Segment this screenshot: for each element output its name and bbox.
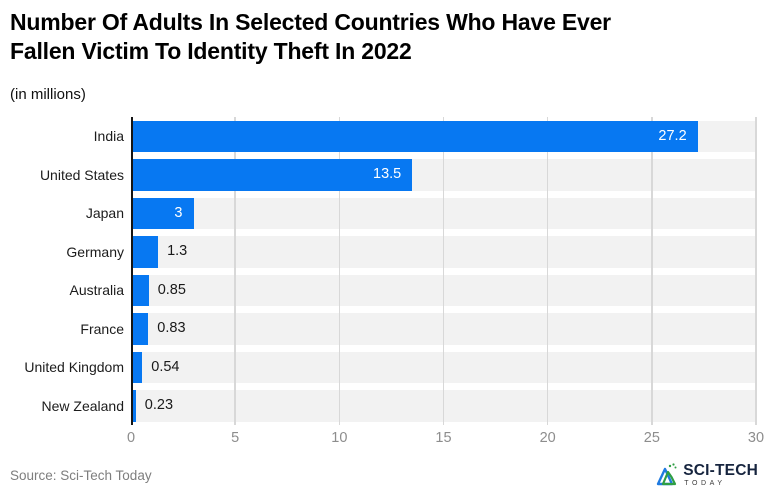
bar: [131, 159, 413, 191]
x-tick-label: 15: [435, 430, 452, 446]
bar-value-label: 1.3: [167, 243, 188, 259]
category-label: Australia: [69, 282, 124, 298]
gridline: [234, 117, 236, 425]
bar-chart: India United States Japan Germany Australia F…: [0, 117, 767, 463]
category-label: India: [93, 128, 124, 144]
brand-name: SCI-TECH: [683, 461, 758, 479]
category-label: United States: [39, 166, 124, 183]
bar: [131, 390, 136, 422]
bar: [131, 274, 149, 306]
brand-logo: SCI-TECH TODAY: [655, 462, 758, 487]
category-label: New Zealand: [41, 397, 125, 414]
bar-value-label: 3: [174, 204, 183, 221]
source-text: Source: Sci-Tech Today: [10, 468, 152, 483]
page-subtitle: (in millions): [10, 86, 86, 103]
category-label: France: [80, 320, 124, 337]
gridline: [755, 117, 757, 425]
category-label: Japan: [85, 205, 124, 221]
bar: [131, 120, 698, 152]
brand-subtext: TODAY: [684, 479, 726, 487]
gridline: [651, 117, 653, 425]
bar-value-label: 0.54: [151, 358, 180, 375]
y-axis-line: [131, 117, 133, 425]
x-tick-label: 25: [643, 430, 660, 446]
page-title: Number Of Adults In Selected Countries W…: [10, 8, 760, 66]
bar: [131, 236, 159, 268]
gridline: [546, 117, 549, 425]
bar-value-label: 13.5: [373, 166, 402, 182]
x-tick-label: 5: [231, 430, 240, 446]
page-title-line-2: Fallen Victim To Identity Theft In 2022: [10, 38, 412, 64]
x-tick-label: 10: [331, 430, 348, 446]
logo-icon: [657, 463, 677, 486]
x-tick-label: 30: [747, 430, 765, 446]
bar-value-label: 27.2: [658, 127, 687, 144]
category-axis: India United States Japan Germany Australia F…: [0, 117, 124, 425]
x-tick-label: 0: [126, 430, 136, 446]
page-title-line-1: Number Of Adults In Selected Countries W…: [10, 9, 611, 35]
bar: [131, 197, 194, 229]
gridline: [338, 117, 341, 425]
x-tick-label: 20: [539, 430, 556, 446]
bar-value-label: 0.23: [144, 397, 174, 413]
bar: [131, 351, 143, 383]
bar-value-label: 0.85: [157, 281, 186, 298]
bar-value-label: 0.83: [157, 320, 186, 336]
category-label: United Kingdom: [24, 359, 124, 375]
logo-text: SCI-TECH TODAY: [683, 461, 758, 487]
gridline: [442, 117, 445, 425]
plot-area: 27.2 13.5 3 1.3 0.85 0.83 0.54 0.23: [131, 117, 757, 425]
category-label: Germany: [66, 243, 124, 260]
bar: [131, 313, 149, 345]
